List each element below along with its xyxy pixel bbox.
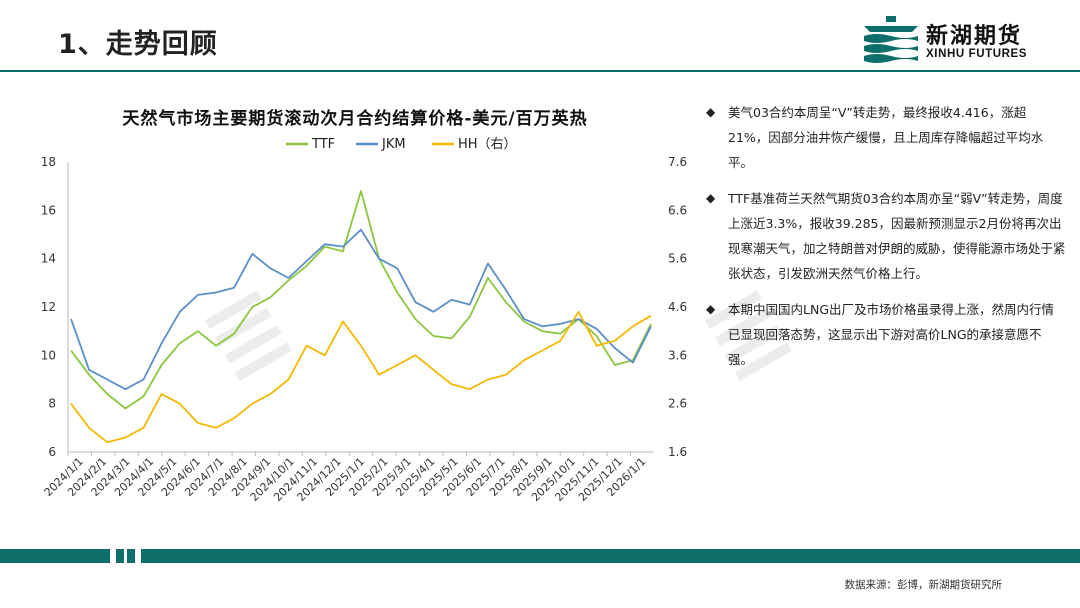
- price-line-chart: 6810121416181.62.63.64.65.66.67.62024/1/…: [41, 137, 687, 504]
- footer-band-square: [127, 549, 135, 563]
- commentary-item-3: ◆ 本期中国国内LNG出厂及市场价格虽录得上涨，然周内行情已显现回落态势，这显示…: [706, 297, 1066, 372]
- y-right-tick-label: 5.6: [668, 252, 687, 266]
- diamond-bullet-icon: ◆: [706, 191, 716, 205]
- commentary-list: ◆ 美气03合约本周呈“V”转走势，最终报收4.416，涨超21%，因部分油井恢…: [706, 100, 1066, 383]
- y-left-tick-label: 10: [41, 348, 56, 362]
- y-left-tick-label: 16: [41, 203, 56, 217]
- y-right-tick-label: 2.6: [668, 397, 687, 411]
- y-right-tick-label: 1.6: [668, 445, 687, 459]
- y-left-tick-label: 14: [41, 252, 56, 266]
- y-left-tick-label: 18: [41, 155, 56, 169]
- header-divider: [0, 70, 1080, 72]
- footer-band: [0, 549, 1080, 563]
- page-title: 1、走势回顾: [58, 29, 218, 60]
- logo-chinese-name: 新湖期货: [926, 24, 1023, 49]
- brand-logo: 新湖期货 XINHU FUTURES: [862, 14, 1062, 68]
- y-right-tick-label: 7.6: [668, 155, 687, 169]
- commentary-item-1: ◆ 美气03合约本周呈“V”转走势，最终报收4.416，涨超21%，因部分油井恢…: [706, 100, 1066, 175]
- legend-label-ttf: TTF: [311, 137, 335, 152]
- y-right-tick-label: 6.6: [668, 203, 687, 217]
- series-line-jkm: [70, 228, 652, 391]
- legend-label-jkm: JKM: [381, 137, 406, 152]
- xinhu-logo-icon: [864, 16, 918, 63]
- diamond-bullet-icon: ◆: [706, 105, 716, 119]
- commentary-text: 美气03合约本周呈“V”转走势，最终报收4.416，涨超21%，因部分油井恢产缓…: [728, 105, 1044, 170]
- data-source-note: 数据来源：彭博，新湖期货研究所: [844, 579, 1003, 591]
- y-right-tick-label: 3.6: [668, 348, 687, 362]
- footer-band-segment: [141, 549, 1080, 563]
- footer-band-segment: [0, 549, 110, 563]
- legend-label-hh: HH（右）: [458, 137, 517, 152]
- y-left-tick-label: 8: [48, 397, 56, 411]
- y-left-tick-label: 12: [41, 300, 56, 314]
- logo-english-name: XINHU FUTURES: [926, 48, 1028, 60]
- commentary-item-2: ◆ TTF基准荷兰天然气期货03合约本周亦呈“弱V”转走势，周度上涨近3.3%，…: [706, 186, 1066, 286]
- series-line-hh: [70, 310, 652, 444]
- series-line-ttf: [70, 190, 652, 410]
- diamond-bullet-icon: ◆: [706, 302, 716, 316]
- y-left-tick-label: 6: [48, 445, 56, 459]
- commentary-text: TTF基准荷兰天然气期货03合约本周亦呈“弱V”转走势，周度上涨近3.3%，报收…: [728, 191, 1066, 281]
- commentary-text: 本期中国国内LNG出厂及市场价格虽录得上涨，然周内行情已显现回落态势，这显示出下…: [728, 302, 1055, 367]
- footer-band-square: [116, 549, 124, 563]
- chart-title: 天然气市场主要期货滚动次月合约结算价格-美元/百万英热: [122, 109, 588, 129]
- y-right-tick-label: 4.6: [668, 300, 687, 314]
